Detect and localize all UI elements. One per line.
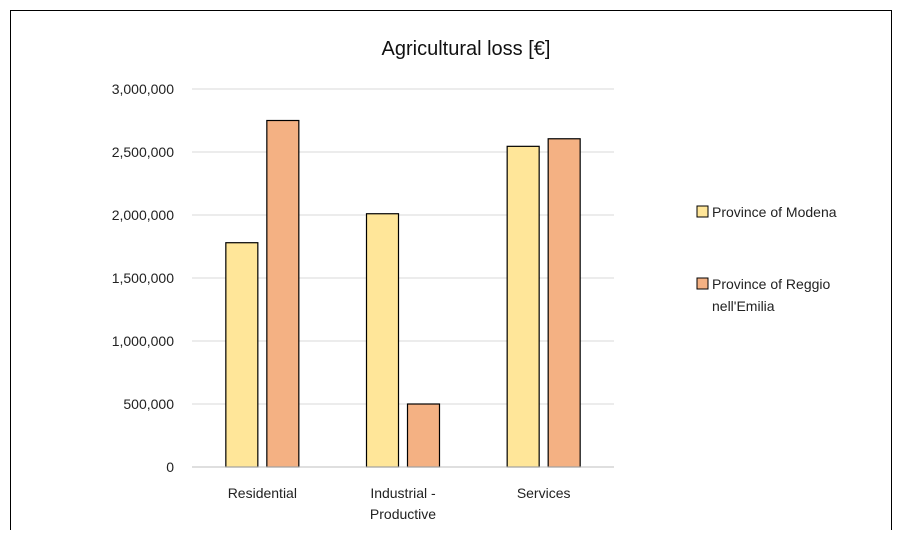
y-tick-label: 3,000,000 bbox=[112, 81, 174, 97]
x-category-label: Services bbox=[517, 485, 571, 501]
x-category-label: Industrial - bbox=[370, 485, 436, 501]
y-axis-ticks: 0 500,000 1,000,000 1,500,000 2,000,000 2,500… bbox=[112, 81, 175, 475]
y-tick-label: 1,500,000 bbox=[112, 270, 174, 286]
gridlines bbox=[192, 88, 614, 405]
x-axis-categories: Residential Industrial - Productive Service… bbox=[228, 485, 571, 522]
bar-reggio bbox=[266, 119, 300, 468]
legend-label: Province of Reggio bbox=[712, 276, 831, 292]
y-tick-label: 2,500,000 bbox=[112, 144, 174, 160]
bars bbox=[225, 119, 581, 468]
chart-title: Agricultural loss [€] bbox=[382, 38, 551, 60]
bar-modena bbox=[365, 213, 400, 468]
bar-modena bbox=[506, 145, 540, 468]
legend-swatch bbox=[696, 277, 709, 290]
y-tick-label: 1,000,000 bbox=[112, 333, 174, 349]
y-tick-label: 0 bbox=[166, 459, 174, 475]
bar-modena bbox=[225, 242, 259, 468]
legend-label: Province of Modena bbox=[712, 204, 837, 220]
y-tick-label: 500,000 bbox=[123, 396, 174, 412]
chart-frame bbox=[10, 10, 892, 530]
legend-swatch bbox=[696, 205, 709, 218]
legend: Province of Modena Province of Reggio nell… bbox=[696, 204, 837, 314]
x-category-label: Productive bbox=[370, 506, 436, 522]
y-tick-label: 2,000,000 bbox=[112, 207, 174, 223]
x-category-label: Residential bbox=[228, 485, 297, 501]
legend-label: nell'Emilia bbox=[712, 298, 775, 314]
bar-reggio bbox=[547, 138, 581, 468]
bar-reggio bbox=[406, 403, 441, 468]
